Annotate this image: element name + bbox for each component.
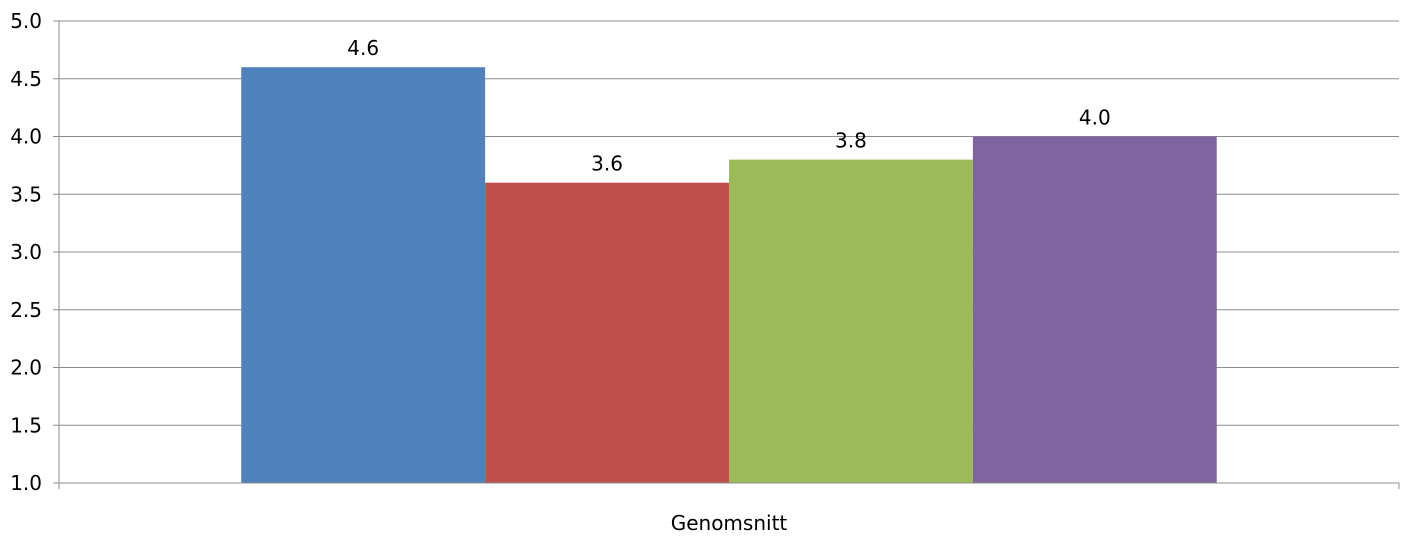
x-axis: Genomsnitt: [58, 482, 1400, 535]
data-labels: 4.6 3.6 3.8 4.0: [347, 36, 1111, 176]
bar-series-3: [729, 159, 973, 483]
y-axis: 1.0 1.5 2.0 2.5 3.0 3.5 4.0 4.5 5.0: [10, 9, 60, 495]
y-tick-label: 3.5: [10, 182, 42, 206]
data-label-series-3: 3.8: [835, 129, 867, 153]
bars: [241, 67, 1217, 483]
y-tick-label: 3.0: [10, 240, 42, 264]
y-tick-label: 4.0: [10, 125, 42, 149]
y-tick-label: 5.0: [10, 9, 42, 33]
y-tick-label: 1.5: [10, 413, 42, 437]
x-category-label: Genomsnitt: [671, 511, 788, 535]
y-tick-label: 4.5: [10, 67, 42, 91]
y-tick-label: 2.0: [10, 356, 42, 380]
bar-series-1: [241, 67, 486, 483]
data-label-series-2: 3.6: [591, 152, 623, 176]
y-tick-label: 2.5: [10, 298, 42, 322]
data-label-series-1: 4.6: [347, 36, 379, 60]
bar-series-2: [485, 182, 729, 483]
bar-series-4: [972, 136, 1217, 483]
data-label-series-4: 4.0: [1079, 106, 1111, 130]
y-tick-label: 1.0: [10, 471, 42, 495]
